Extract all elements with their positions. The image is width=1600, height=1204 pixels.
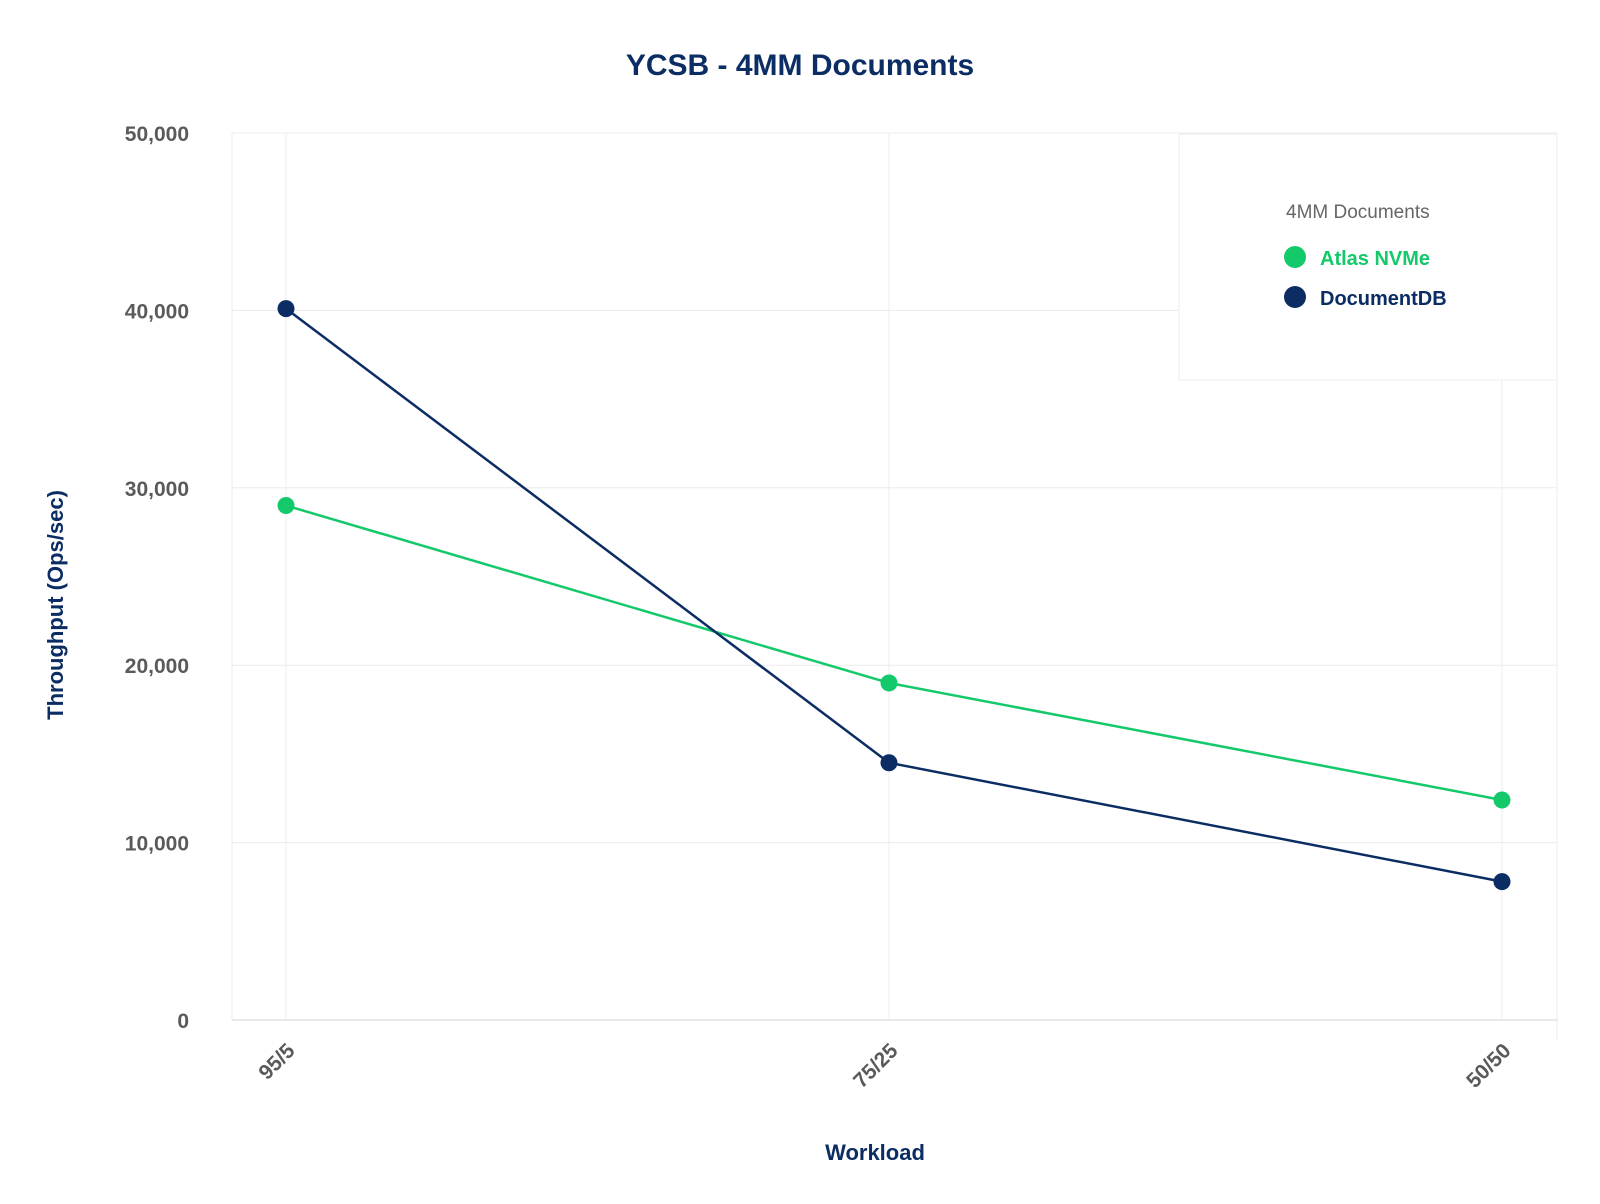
x-tick-label: 50/50	[1462, 1039, 1515, 1092]
series-documentdb	[277, 300, 1511, 891]
y-tick-label: 50,000	[125, 123, 189, 146]
data-point	[277, 300, 295, 318]
y-tick-label: 20,000	[125, 655, 189, 678]
x-tick-label: 95/5	[254, 1039, 299, 1084]
grid	[231, 132, 1558, 1040]
x-tick-labels: 95/5 75/25 50/50	[254, 1039, 1515, 1093]
legend-marker	[1284, 246, 1306, 268]
legend-label: Atlas NVMe	[1320, 248, 1430, 270]
legend-box	[1178, 133, 1558, 381]
x-axis-title: Workload	[825, 1140, 925, 1165]
series-line	[285, 307, 1503, 883]
data-point	[880, 754, 898, 772]
data-point	[1493, 791, 1511, 809]
x-tick-label: 75/25	[849, 1039, 903, 1093]
series	[277, 300, 1511, 891]
legend-title: 4MM Documents	[1286, 202, 1430, 223]
data-point	[277, 497, 295, 515]
legend: 4MM Documents Atlas NVMe DocumentDB	[1178, 133, 1558, 381]
legend-marker	[1284, 286, 1306, 308]
data-point	[1493, 873, 1511, 891]
y-tick-label: 30,000	[125, 478, 189, 501]
y-tick-label: 0	[177, 1010, 189, 1033]
y-tick-label: 40,000	[125, 300, 189, 323]
y-tick-labels: 0 10,000 20,000 30,000 40,000 50,000	[125, 123, 189, 1033]
series-line	[285, 504, 1503, 802]
legend-items: Atlas NVMe DocumentDB	[1284, 246, 1447, 310]
legend-label: DocumentDB	[1320, 288, 1447, 310]
chart-title: YCSB - 4MM Documents	[626, 49, 974, 82]
data-point	[880, 674, 898, 692]
series-atlas-nvme	[277, 497, 1511, 809]
y-tick-label: 10,000	[125, 833, 189, 856]
y-axis-title: Throughput (Ops/sec)	[43, 490, 68, 720]
